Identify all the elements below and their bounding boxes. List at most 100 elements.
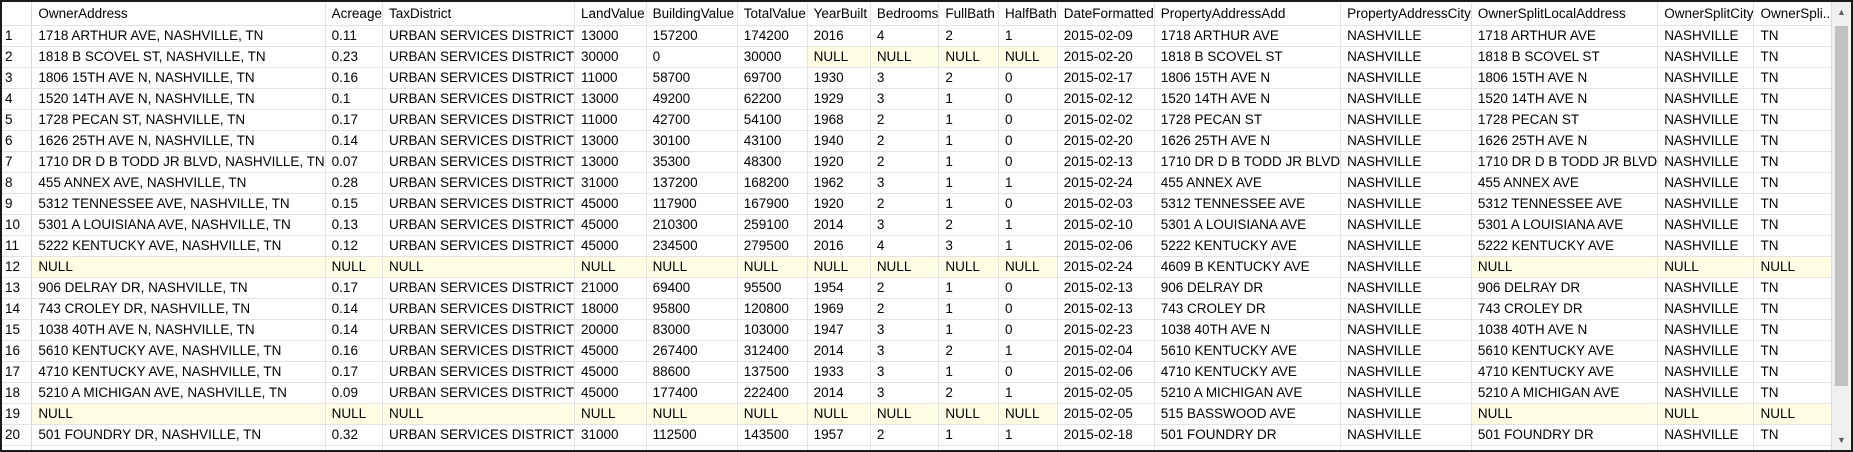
- table-cell[interactable]: 1: [998, 424, 1058, 446]
- table-cell[interactable]: 30000: [574, 46, 647, 68]
- table-row[interactable]: 19 NULL NULL NULL NULL NULL NULL NULL NULL NULL NU…: [2, 403, 1851, 425]
- table-cell[interactable]: 4609 B KENTUCKY AVE: [1154, 256, 1342, 278]
- table-cell[interactable]: 0.11: [325, 25, 383, 47]
- table-cell[interactable]: 1: [938, 319, 999, 341]
- table-cell[interactable]: 5222 KENTUCKY AVE: [1471, 235, 1659, 257]
- table-cell[interactable]: 95500: [737, 277, 808, 299]
- table-cell[interactable]: 2015-02-05: [1057, 403, 1155, 425]
- table-cell[interactable]: NASHVILLE: [1340, 403, 1472, 425]
- row-number[interactable]: 11: [2, 235, 33, 257]
- table-cell[interactable]: TN: [1753, 319, 1835, 341]
- scroll-up-icon[interactable]: ▲: [1837, 7, 1846, 17]
- table-cell[interactable]: TN: [1753, 193, 1835, 215]
- table-cell[interactable]: TN: [1753, 424, 1835, 446]
- table-cell[interactable]: 2015-02-13: [1057, 298, 1155, 320]
- table-cell[interactable]: 3: [870, 319, 940, 341]
- table-cell[interactable]: 3: [870, 214, 940, 236]
- table-cell[interactable]: 0.15: [325, 193, 383, 215]
- table-cell[interactable]: 5301 A LOUISIANA AVE, NASHVILLE, TN: [31, 214, 326, 236]
- table-cell[interactable]: URBAN SERVICES DISTRICT: [382, 109, 576, 131]
- table-cell[interactable]: NASHVILLE: [1340, 235, 1472, 257]
- table-cell[interactable]: 2: [938, 340, 999, 362]
- table-cell[interactable]: 1: [938, 172, 999, 194]
- table-row[interactable]: 10 5301 A LOUISIANA AVE, NASHVILLE, TN 0.1…: [2, 214, 1851, 236]
- table-cell[interactable]: NASHVILLE: [1657, 340, 1755, 362]
- table-cell[interactable]: 1728 PECAN ST: [1471, 109, 1659, 131]
- table-cell[interactable]: 0.1: [325, 88, 383, 110]
- row-number[interactable]: 12: [2, 256, 33, 278]
- table-cell[interactable]: 1940: [807, 130, 871, 152]
- table-cell[interactable]: NASHVILLE: [1657, 319, 1755, 341]
- table-cell[interactable]: URBAN SERVICES DISTRICT: [382, 298, 576, 320]
- table-row[interactable]: 8 455 ANNEX AVE, NASHVILLE, TN 0.28 URBAN S…: [2, 172, 1851, 194]
- table-cell[interactable]: NULL: [1471, 256, 1659, 278]
- table-cell[interactable]: URBAN SERVICES DISTRICT: [382, 130, 576, 152]
- row-number[interactable]: 16: [2, 340, 33, 362]
- table-row[interactable]: 9 5312 TENNESSEE AVE, NASHVILLE, TN 0.15 UR…: [2, 193, 1851, 215]
- table-cell[interactable]: 1818 B SCOVEL ST: [1154, 46, 1342, 68]
- table-cell[interactable]: 5301 A LOUISIANA AVE: [1154, 214, 1342, 236]
- table-cell[interactable]: 2: [870, 298, 940, 320]
- table-row[interactable]: 16 5610 KENTUCKY AVE, NASHVILLE, TN 0.16 UR…: [2, 340, 1851, 362]
- table-cell[interactable]: URBAN SERVICES DISTRICT: [382, 151, 576, 173]
- column-header[interactable]: YearBuilt: [807, 2, 871, 26]
- table-cell[interactable]: 11000: [574, 67, 647, 89]
- table-cell[interactable]: 1962: [807, 172, 871, 194]
- table-cell[interactable]: 50000: [574, 445, 647, 450]
- table-cell[interactable]: 5312 TENNESSEE AVE, NASHVILLE, TN: [31, 193, 326, 215]
- table-cell[interactable]: URBAN SERVICES DISTRICT: [382, 319, 576, 341]
- table-cell[interactable]: 45000: [574, 214, 647, 236]
- table-cell[interactable]: 2015-02-17: [1057, 67, 1155, 89]
- table-cell[interactable]: 58700: [646, 67, 738, 89]
- table-cell[interactable]: 5610 KENTUCKY AVE: [1471, 340, 1659, 362]
- table-cell[interactable]: 3: [870, 172, 940, 194]
- table-cell[interactable]: NASHVILLE: [1657, 193, 1755, 215]
- column-header[interactable]: TotalValue: [737, 2, 808, 26]
- table-cell[interactable]: 0.14: [325, 130, 383, 152]
- table-cell[interactable]: URBAN SERVICES DISTRICT: [382, 88, 576, 110]
- table-cell[interactable]: 95200: [737, 445, 808, 450]
- table-cell[interactable]: NASHVILLE: [1340, 193, 1472, 215]
- table-cell[interactable]: TN: [1753, 67, 1835, 89]
- table-cell[interactable]: 1: [998, 214, 1058, 236]
- table-row[interactable]: 7 1710 DR D B TODD JR BLVD, NASHVILLE, TN…: [2, 151, 1851, 173]
- table-cell[interactable]: TN: [1753, 88, 1835, 110]
- table-cell[interactable]: 0.16: [325, 67, 383, 89]
- table-cell[interactable]: 1038 40TH AVE N: [1154, 319, 1342, 341]
- row-number[interactable]: 13: [2, 277, 33, 299]
- table-cell[interactable]: NASHVILLE: [1340, 340, 1472, 362]
- table-cell[interactable]: URBAN SERVICES DISTRICT: [382, 67, 576, 89]
- table-cell[interactable]: 1818 B SCOVEL ST, NASHVILLE, TN: [31, 46, 326, 68]
- table-cell[interactable]: 1: [998, 235, 1058, 257]
- table-cell[interactable]: 35300: [646, 151, 738, 173]
- table-cell[interactable]: URBAN SERVICES DISTRICT: [382, 277, 576, 299]
- table-cell[interactable]: 4908 ILLINOIS AVE: [1471, 445, 1659, 450]
- table-cell[interactable]: NASHVILLE: [1340, 277, 1472, 299]
- column-header[interactable]: TaxDistrict: [382, 2, 576, 26]
- table-cell[interactable]: 2015-02-20: [1057, 46, 1155, 68]
- table-cell[interactable]: 21000: [574, 277, 647, 299]
- column-header[interactable]: LandValue: [574, 2, 647, 26]
- table-cell[interactable]: 455 ANNEX AVE, NASHVILLE, TN: [31, 172, 326, 194]
- table-cell[interactable]: 1957: [807, 424, 871, 446]
- table-cell[interactable]: 1: [998, 382, 1058, 404]
- row-number[interactable]: 2: [2, 46, 33, 68]
- table-cell[interactable]: 1: [938, 298, 999, 320]
- row-number[interactable]: 19: [2, 403, 33, 425]
- table-cell[interactable]: 95800: [646, 298, 738, 320]
- table-cell[interactable]: 1710 DR D B TODD JR BLVD, NASHVILLE, TN: [31, 151, 326, 173]
- row-number-header[interactable]: [2, 2, 33, 26]
- table-cell[interactable]: 103000: [737, 319, 808, 341]
- table-cell[interactable]: 2: [870, 193, 940, 215]
- table-cell[interactable]: 31000: [574, 172, 647, 194]
- table-cell[interactable]: 30000: [737, 46, 808, 68]
- table-cell[interactable]: TN: [1753, 361, 1835, 383]
- table-cell[interactable]: 0.07: [325, 151, 383, 173]
- table-cell[interactable]: 2015-02-24: [1057, 256, 1155, 278]
- table-cell[interactable]: NASHVILLE: [1340, 298, 1472, 320]
- table-cell[interactable]: 0.23: [325, 46, 383, 68]
- scroll-down-icon[interactable]: ▼: [1837, 435, 1846, 445]
- table-cell[interactable]: NULL: [998, 256, 1058, 278]
- table-cell[interactable]: 1718 ARTHUR AVE, NASHVILLE, TN: [31, 25, 326, 47]
- table-cell[interactable]: NASHVILLE: [1657, 445, 1755, 450]
